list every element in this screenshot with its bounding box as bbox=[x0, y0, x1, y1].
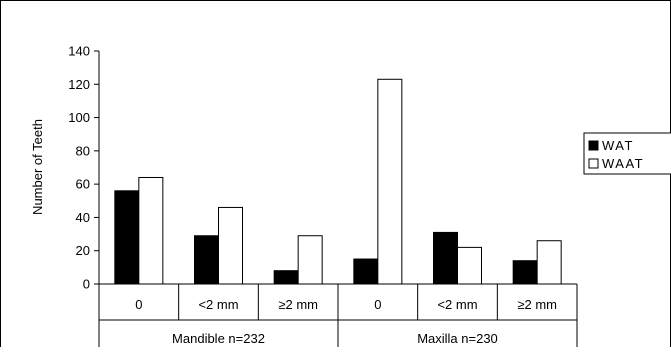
legend-swatch-waat bbox=[588, 158, 599, 169]
y-tick-label: 60 bbox=[76, 177, 90, 192]
x-tick-label: ≥2 mm bbox=[517, 297, 557, 312]
x-tick-label: 0 bbox=[374, 297, 381, 312]
legend-label: WAT bbox=[602, 138, 634, 153]
x-group-label: Mandible n=232 bbox=[172, 331, 265, 346]
y-axis-title: Number of Teeth bbox=[30, 119, 45, 215]
legend-swatch-wat bbox=[588, 140, 599, 151]
y-tick-label: 20 bbox=[76, 243, 90, 258]
y-tick-label: 100 bbox=[68, 110, 90, 125]
bar-wat bbox=[353, 258, 379, 285]
x-tick-label: ≥2 mm bbox=[278, 297, 318, 312]
bar-waat bbox=[457, 246, 482, 285]
y-tick-label: 120 bbox=[68, 77, 90, 92]
y-tick-label: 80 bbox=[76, 143, 90, 158]
bar-waat bbox=[138, 176, 164, 285]
bar-waat bbox=[297, 235, 323, 285]
bar-wat bbox=[114, 190, 140, 285]
y-tick-label: 0 bbox=[83, 277, 90, 292]
x-group-label: Maxilla n=230 bbox=[417, 331, 498, 346]
y-tick-label: 40 bbox=[76, 210, 90, 225]
bar-wat bbox=[433, 231, 458, 285]
bar-waat bbox=[377, 78, 403, 285]
bar-wat bbox=[273, 270, 299, 285]
x-tick-label: <2 mm bbox=[198, 297, 238, 312]
legend-label: WAAT bbox=[602, 156, 644, 171]
bar-waat bbox=[218, 206, 243, 285]
x-tick-label: <2 mm bbox=[437, 297, 477, 312]
bar-wat bbox=[194, 235, 219, 285]
y-tick-label: 140 bbox=[68, 44, 90, 59]
bar-waat bbox=[536, 240, 562, 285]
bar-wat bbox=[512, 260, 538, 285]
x-tick-label: 0 bbox=[135, 297, 142, 312]
